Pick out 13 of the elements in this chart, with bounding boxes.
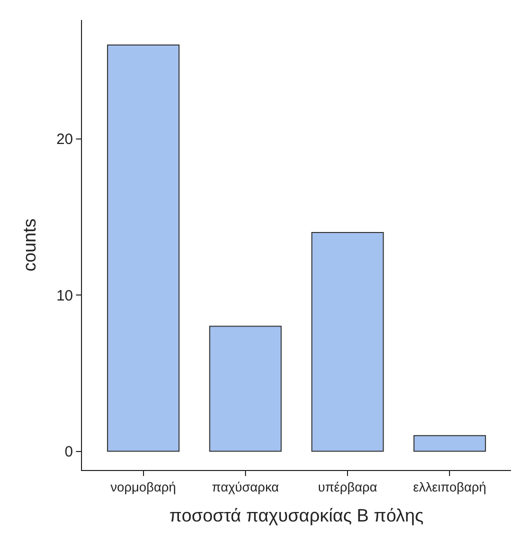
x-tick-label: υπέρβαρα (318, 480, 378, 495)
bar (413, 435, 486, 452)
x-tick-label: ελλειποβαρή (413, 480, 486, 495)
x-axis-title: ποσοστά παχυσαρκίας Β πόλης (169, 506, 424, 526)
y-tick-label: 10 (56, 287, 73, 304)
x-tick-label: νορμοβαρή (110, 480, 176, 495)
y-axis-title: counts (20, 218, 40, 272)
bar (107, 44, 180, 452)
bar (311, 232, 384, 452)
x-tick-label: παχύσαρκα (212, 480, 280, 495)
y-tick-label: 0 (64, 444, 73, 460)
y-tick-label: 20 (56, 131, 73, 148)
bar (209, 326, 282, 452)
